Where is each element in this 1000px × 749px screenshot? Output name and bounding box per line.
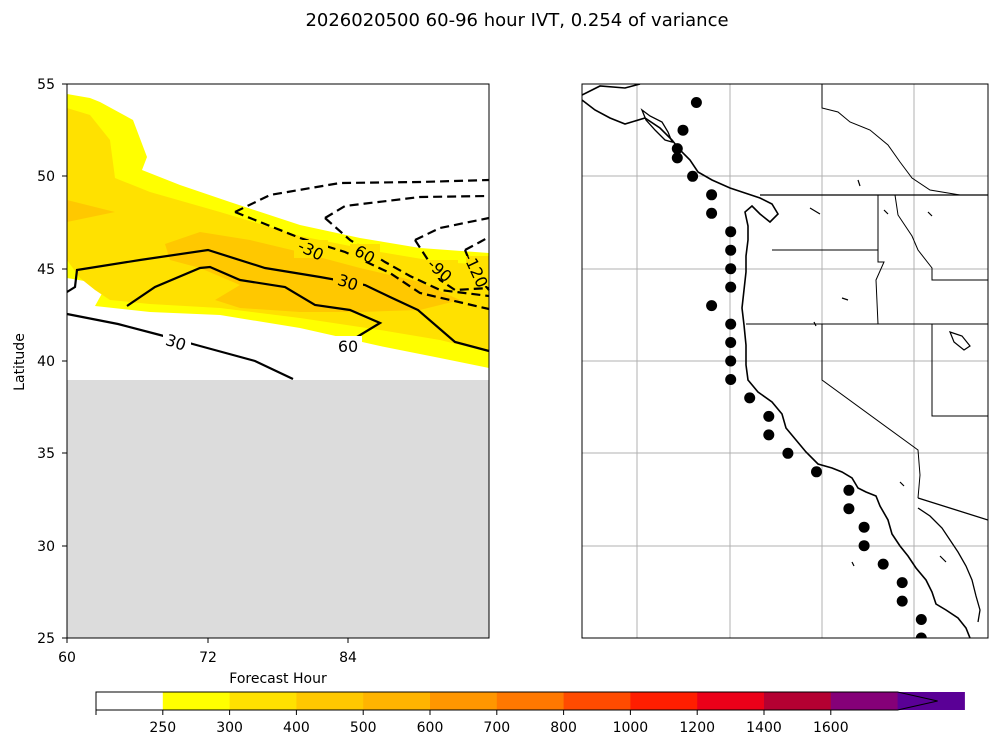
colorbar-tick-label: 600 bbox=[417, 720, 444, 736]
y-axis: 25 30 35 40 45 50 55 Latitude bbox=[12, 77, 67, 647]
map-point bbox=[706, 189, 718, 201]
colorbar-segment bbox=[229, 692, 297, 710]
x-axis: 60 72 84 Forecast Hour bbox=[58, 638, 357, 687]
colorbar-tick-label: 800 bbox=[550, 720, 577, 736]
y-tick-label: 35 bbox=[37, 446, 55, 462]
country-border bbox=[760, 194, 988, 521]
map-point bbox=[725, 355, 737, 367]
y-tick-label: 25 bbox=[37, 631, 55, 647]
map-gridlines bbox=[582, 84, 988, 638]
colorbar-segment bbox=[363, 692, 431, 710]
figure-title: 2026020500 60-96 hour IVT, 0.254 of vari… bbox=[305, 10, 728, 31]
map-point bbox=[744, 392, 756, 404]
x-tick-label: 84 bbox=[339, 650, 357, 666]
map-point bbox=[843, 484, 855, 496]
y-axis-label: Latitude bbox=[12, 333, 28, 391]
map-point bbox=[671, 143, 683, 155]
coastline-island bbox=[640, 108, 674, 143]
colorbar-segment bbox=[897, 692, 965, 710]
contour-labels: 30 60 -30 60 -90 -120 30 bbox=[163, 236, 492, 356]
x-tick-label: 72 bbox=[199, 650, 217, 666]
map-point bbox=[677, 124, 689, 136]
y-tick-label: 40 bbox=[37, 354, 55, 370]
map-points bbox=[671, 97, 927, 638]
colorbar-segment bbox=[296, 692, 364, 710]
colorbar-segment bbox=[496, 692, 565, 710]
map-point bbox=[725, 281, 737, 293]
map-point bbox=[858, 521, 870, 533]
lakes bbox=[809, 179, 971, 567]
map-point bbox=[725, 318, 737, 330]
colorbar-segment bbox=[563, 692, 631, 710]
x-tick-label: 60 bbox=[58, 650, 76, 666]
left-contour-panel: 30 60 -30 60 -90 -120 30 bbox=[12, 77, 492, 687]
right-axes-frame bbox=[581, 83, 989, 639]
map-point bbox=[811, 466, 822, 478]
map-point bbox=[896, 577, 908, 589]
filled-contour-400b bbox=[165, 232, 460, 312]
colorbar-tick-label: 250 bbox=[149, 720, 176, 736]
colorbar-tick-label: 1200 bbox=[679, 720, 715, 736]
map-point bbox=[706, 207, 718, 219]
state-borders bbox=[746, 84, 988, 499]
colorbar-tick-label: 500 bbox=[350, 720, 377, 736]
colorbar-tick-label: 1000 bbox=[613, 720, 649, 736]
colorbar-segment bbox=[697, 692, 765, 710]
colorbar-tick-label: 700 bbox=[483, 720, 510, 736]
map-point bbox=[687, 170, 699, 182]
colorbar-tick-label: 300 bbox=[216, 720, 243, 736]
map-point bbox=[858, 540, 870, 552]
colorbar: 250 300 400 500 600 700 800 1000 1200 1400 1600 bbox=[95, 691, 965, 736]
y-tick-label: 50 bbox=[37, 169, 55, 185]
map-point bbox=[671, 152, 683, 164]
colorbar-segment bbox=[830, 692, 899, 710]
colorbar-segment bbox=[630, 692, 698, 710]
coastline bbox=[582, 84, 971, 638]
filled-contour-400 bbox=[67, 200, 115, 222]
map-point bbox=[706, 300, 718, 312]
colorbar-segment bbox=[764, 692, 832, 710]
map-point bbox=[763, 410, 775, 422]
map-point bbox=[782, 447, 794, 459]
y-tick-label: 45 bbox=[37, 262, 55, 278]
map-point bbox=[763, 429, 775, 441]
right-map-panel bbox=[581, 83, 989, 639]
map-point bbox=[725, 244, 737, 256]
map-point bbox=[725, 374, 737, 385]
colorbar-tick-label: 1600 bbox=[813, 720, 849, 736]
y-tick-label: 55 bbox=[37, 77, 55, 93]
map-point bbox=[915, 632, 927, 638]
map-point bbox=[725, 337, 737, 348]
colorbar-segment bbox=[96, 692, 164, 710]
map-point bbox=[877, 558, 889, 570]
x-axis-label: Forecast Hour bbox=[229, 671, 327, 687]
map-point bbox=[690, 97, 702, 108]
colorbar-segment bbox=[430, 692, 498, 710]
colorbar-segment bbox=[162, 692, 231, 710]
colorbar-tick-label: 1400 bbox=[746, 720, 782, 736]
masked-region bbox=[67, 380, 489, 638]
map-point bbox=[725, 263, 737, 275]
colorbar-tick-label: 400 bbox=[283, 720, 310, 736]
map-point bbox=[896, 595, 908, 607]
colorbar-outline bbox=[95, 691, 938, 711]
map-point bbox=[843, 503, 855, 515]
coastline-baja bbox=[917, 507, 981, 623]
map-point bbox=[915, 614, 927, 625]
contour-label: 60 bbox=[338, 337, 358, 356]
dashed-contours bbox=[234, 178, 490, 311]
y-tick-label: 30 bbox=[37, 539, 55, 555]
map-point bbox=[725, 226, 737, 238]
